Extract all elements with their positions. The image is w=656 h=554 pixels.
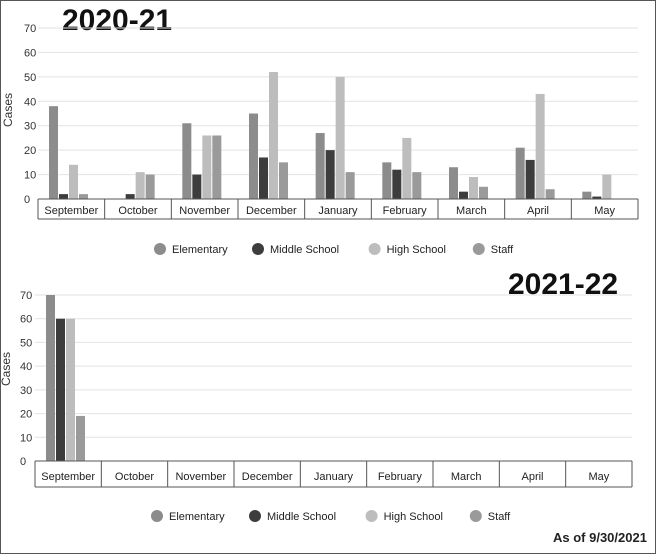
y-tick-label: 50: [20, 337, 32, 349]
x-tick-label: May: [594, 205, 615, 217]
bar-staff-december: [279, 162, 288, 199]
x-tick-label: February: [378, 471, 423, 483]
x-tick-label: September: [41, 471, 95, 483]
legend-label: High School: [384, 511, 443, 523]
bar-staff-november: [212, 135, 222, 199]
y-tick-label: 60: [20, 314, 32, 326]
bar-middle-school-november: [192, 174, 202, 199]
y-tick-label: 10: [20, 432, 32, 444]
y-tick-label: 20: [24, 145, 36, 157]
legend-label: Elementary: [172, 244, 228, 256]
bar-staff-october: [145, 174, 155, 199]
bar-staff-february: [412, 172, 422, 199]
bar-elementary-january: [315, 133, 325, 199]
bar-high-school-september: [66, 318, 75, 461]
x-tick-label: September: [44, 205, 98, 217]
x-tick-label: December: [246, 205, 297, 217]
x-tick-label: November: [175, 471, 226, 483]
bar-middle-school-may: [592, 196, 602, 199]
legend-label: Staff: [491, 244, 514, 256]
chart-2020-21: 0 10 20 30 40 50 60 70 Cases September October Nove…: [1, 23, 639, 256]
y-tick-label: 70: [24, 23, 36, 35]
legend-marker: [252, 243, 264, 255]
bar-middle-school-april: [525, 159, 535, 199]
x-tick-label: February: [383, 205, 428, 217]
chart-2021-22: 0 10 20 30 40 50 60 70 Cases September October Nove…: [0, 290, 633, 523]
bar-high-school-september: [69, 164, 78, 199]
legend-marker: [151, 510, 163, 522]
y-tick-label: 40: [24, 96, 36, 108]
legend-marker: [365, 510, 378, 522]
bar-elementary-november: [182, 123, 192, 199]
legend-label: Middle School: [267, 511, 336, 523]
y-tick-label: 30: [24, 121, 36, 133]
legend-label: Middle School: [270, 244, 339, 256]
x-tick-label: November: [179, 205, 230, 217]
legend-label: High School: [387, 244, 446, 256]
legend-marker: [154, 243, 166, 255]
bar-middle-school-october: [125, 194, 135, 199]
bar-high-school-may: [602, 174, 612, 199]
y-axis-label: Cases: [1, 93, 15, 127]
x-tick-label: January: [318, 205, 358, 217]
y-tick-label: 70: [20, 290, 32, 302]
legend-marker: [368, 243, 381, 255]
bar-elementary-september: [49, 106, 58, 199]
bar-staff-march: [479, 186, 488, 199]
bar-staff-january: [345, 172, 355, 199]
y-tick-label: 30: [20, 385, 32, 397]
x-tick-label: December: [242, 471, 293, 483]
bar-middle-school-september: [56, 318, 65, 461]
bar-high-school-february: [402, 137, 412, 199]
bar-elementary-september: [46, 295, 55, 461]
bar-middle-school-february: [392, 169, 402, 199]
bar-elementary-april: [515, 147, 525, 199]
bar-elementary-december: [249, 113, 258, 199]
chart-title-2020-21: 2020-21: [62, 4, 173, 37]
y-tick-label: 40: [20, 361, 32, 373]
bar-elementary-february: [382, 162, 392, 199]
bar-high-school-april: [535, 93, 545, 199]
legend-marker: [469, 510, 482, 522]
x-tick-label: March: [456, 205, 487, 217]
x-tick-label: April: [527, 205, 549, 217]
x-tick-label: October: [115, 471, 154, 483]
x-tick-label: January: [314, 471, 354, 483]
legend-label: Staff: [488, 511, 511, 523]
bar-elementary-march: [449, 167, 458, 199]
y-tick-label: 50: [24, 72, 36, 84]
bar-middle-school-september: [59, 194, 68, 199]
x-tick-label: April: [521, 471, 543, 483]
bar-middle-school-december: [259, 157, 268, 199]
bar-staff-september: [79, 194, 88, 199]
as-of-date: As of 9/30/2021: [553, 530, 647, 545]
y-tick-label: 0: [20, 456, 26, 468]
bar-high-school-november: [202, 135, 212, 199]
bar-middle-school-january: [325, 150, 335, 199]
bar-high-school-march: [469, 177, 478, 199]
legend-marker: [249, 510, 261, 522]
bar-staff-september: [76, 415, 85, 461]
x-tick-label: March: [451, 471, 482, 483]
x-tick-label: October: [118, 205, 157, 217]
bar-staff-april: [545, 189, 555, 199]
legend-marker: [472, 243, 485, 255]
bar-elementary-may: [582, 191, 592, 199]
y-axis-label: Cases: [0, 352, 13, 386]
x-tick-label: May: [588, 471, 609, 483]
y-tick-label: 60: [24, 47, 36, 59]
bar-high-school-january: [335, 76, 345, 199]
legend-label: Elementary: [169, 511, 225, 523]
bar-middle-school-march: [459, 191, 468, 199]
y-tick-label: 20: [20, 409, 32, 421]
y-tick-label: 10: [24, 170, 36, 182]
y-tick-label: 0: [24, 194, 30, 206]
bar-high-school-december: [269, 71, 278, 199]
bar-high-school-october: [135, 172, 145, 199]
